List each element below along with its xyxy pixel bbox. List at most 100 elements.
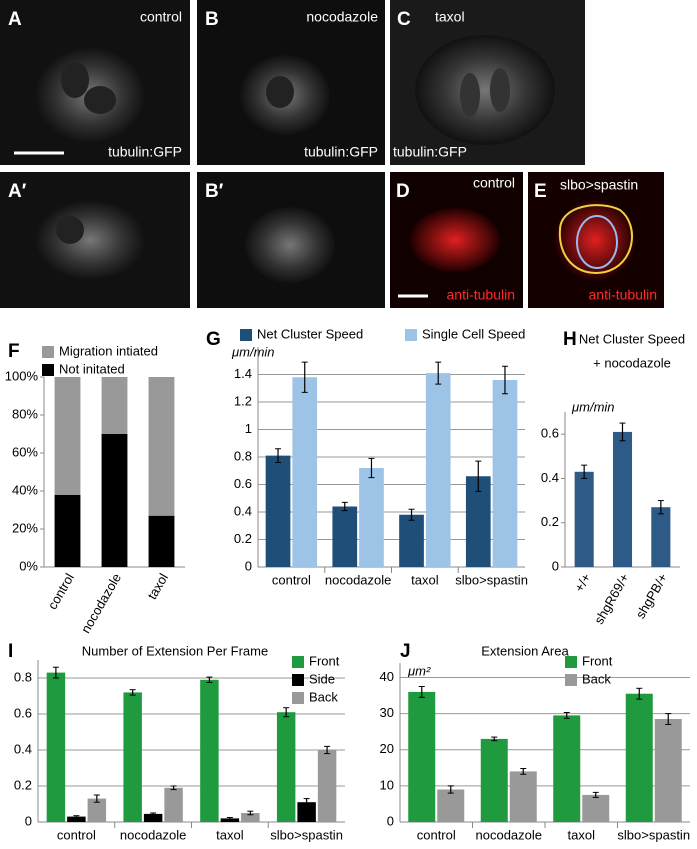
- y-tick-label: 20: [380, 741, 394, 756]
- x-tick-label: nocodazole: [120, 827, 187, 842]
- legend-swatch: [292, 674, 304, 686]
- legend-label: Front: [582, 653, 613, 668]
- y-tick-label: 20%: [12, 520, 38, 535]
- bar: [582, 794, 610, 822]
- image-b: B nocodazole tubulin:GFP: [197, 0, 385, 165]
- bar: [612, 431, 633, 567]
- panel-label: H: [563, 329, 577, 350]
- caption: taxol: [435, 9, 465, 25]
- y-tick-label: 0.2: [234, 531, 252, 546]
- bar: [654, 719, 682, 822]
- y-tick-label: 100%: [5, 368, 39, 383]
- x-tick-label: slbo>spastin: [617, 827, 690, 842]
- bar: [200, 679, 219, 822]
- panel-label: J: [400, 641, 411, 662]
- x-tick-label: control: [272, 572, 311, 587]
- bar: [67, 816, 86, 822]
- y-tick-label: 80%: [12, 406, 38, 421]
- x-tick-label: nocodazole: [325, 572, 392, 587]
- legend-swatch: [292, 692, 304, 704]
- legend-swatch: [405, 329, 417, 341]
- y-tick-label: 1.2: [234, 393, 252, 408]
- bar: [399, 514, 424, 567]
- y-tick-label: 0.6: [14, 705, 32, 720]
- bar: [492, 380, 518, 567]
- bar: [164, 787, 183, 822]
- bar: [220, 818, 240, 822]
- bar: [292, 377, 318, 567]
- x-tick-label: control: [57, 827, 96, 842]
- bar: [276, 712, 296, 822]
- y-tick-label: 10: [380, 777, 394, 792]
- panel-label: I: [8, 641, 13, 662]
- bar: [359, 468, 384, 567]
- bar: [332, 506, 358, 567]
- chart-title: Net Cluster Speed: [579, 331, 685, 346]
- x-tick-label: taxol: [144, 571, 171, 602]
- bar: [574, 471, 594, 567]
- caption: control: [140, 9, 182, 25]
- y-tick-label: 30: [380, 705, 394, 720]
- legend-label: Back: [582, 671, 611, 686]
- y-tick-label: 0%: [19, 558, 38, 573]
- legend-swatch: [42, 364, 54, 376]
- legend-swatch: [292, 656, 304, 668]
- bar: [651, 507, 671, 567]
- x-tick-label: slbo>spastin: [270, 827, 343, 842]
- image-a: A control tubulin:GFP: [0, 0, 190, 165]
- bar: [46, 672, 66, 822]
- image-d: D control anti-tubulin: [390, 172, 523, 308]
- legend-swatch: [565, 674, 577, 686]
- bar-segment: [148, 377, 175, 516]
- y-tick-label: 1: [245, 421, 252, 436]
- bar: [553, 715, 581, 822]
- y-axis-label: μm/min: [571, 399, 615, 414]
- image-b-prime: B′: [197, 172, 385, 308]
- y-tick-label: 40: [380, 669, 394, 684]
- y-tick-label: 0.6: [541, 426, 559, 441]
- legend-label: Not initated: [59, 361, 125, 376]
- chart-title: Extension Area: [481, 643, 569, 658]
- image-a-prime: A′: [0, 172, 190, 308]
- marker: anti-tubulin: [447, 287, 516, 303]
- y-tick-label: 60%: [12, 444, 38, 459]
- panel-label: D: [396, 181, 410, 202]
- bar: [87, 798, 107, 822]
- y-tick-label: 0: [245, 558, 252, 573]
- caption: nocodazole: [306, 9, 378, 25]
- x-tick-label: taxol: [411, 572, 439, 587]
- y-tick-label: 0.2: [541, 514, 559, 529]
- y-tick-label: 0.2: [14, 777, 32, 792]
- x-tick-label: shgPB/+: [633, 571, 671, 621]
- panel-label: A′: [8, 181, 27, 202]
- y-tick-label: 0.6: [234, 476, 252, 491]
- y-tick-label: 0: [387, 813, 394, 828]
- x-tick-label: slbo>spastin: [455, 572, 528, 587]
- y-tick-label: 0: [25, 813, 32, 828]
- y-axis-label: μm²: [407, 663, 431, 678]
- legend-swatch: [565, 656, 577, 668]
- bar: [408, 691, 436, 822]
- legend-swatch: [240, 329, 252, 341]
- legend-label: Net Cluster Speed: [257, 326, 363, 341]
- panel-label: C: [397, 9, 411, 30]
- panel-label: G: [206, 329, 221, 350]
- image-e: E slbo>spastin anti-tubulin: [528, 172, 664, 308]
- legend-label: Migration intiated: [59, 343, 158, 358]
- panel-label: B′: [205, 181, 224, 202]
- bar: [317, 750, 337, 822]
- marker: tubulin:GFP: [304, 144, 378, 160]
- bar: [437, 789, 465, 822]
- bar: [123, 692, 142, 822]
- bar: [297, 802, 316, 822]
- x-tick-label: nocodazole: [78, 571, 124, 636]
- caption: control: [473, 175, 515, 191]
- y-tick-label: 1.4: [234, 366, 252, 381]
- bar: [625, 693, 653, 822]
- x-tick-label: control: [45, 571, 78, 612]
- y-tick-label: 0.4: [234, 503, 252, 518]
- panel-label: E: [534, 181, 547, 202]
- bar-segment: [54, 494, 81, 567]
- x-tick-label: control: [417, 827, 456, 842]
- y-tick-label: 0.8: [234, 448, 252, 463]
